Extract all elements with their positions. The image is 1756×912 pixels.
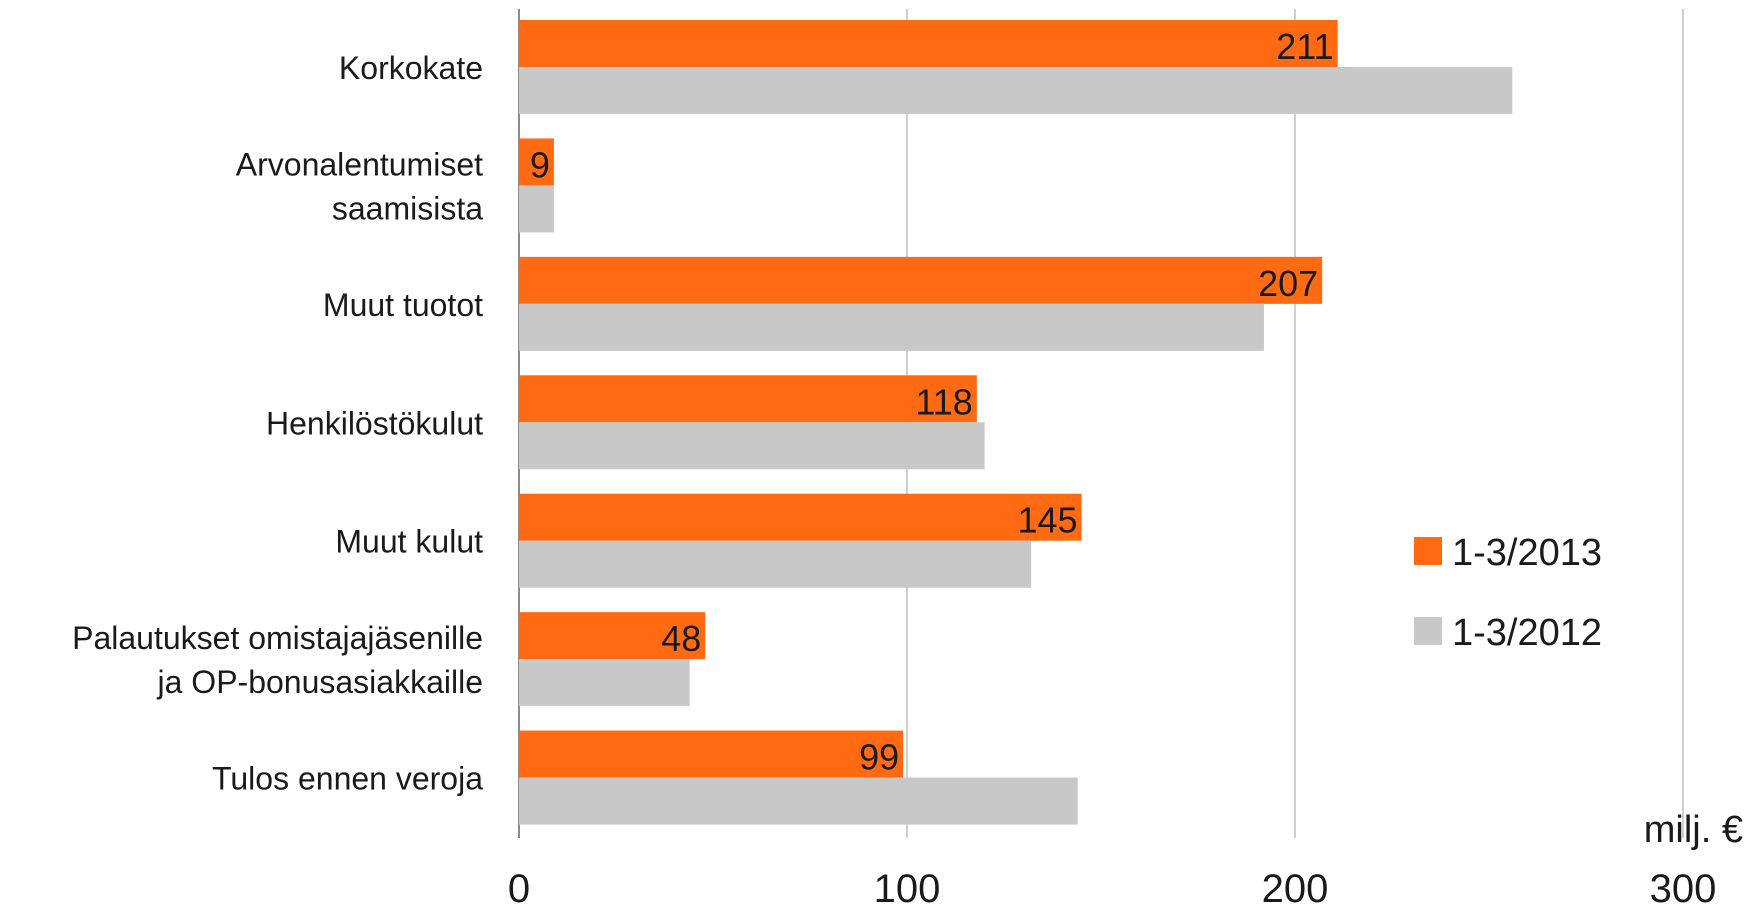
legend: 1-3/2013 1-3/2012 [1414,532,1602,654]
bar-series1 [519,256,1323,304]
data-label: 118 [915,381,972,422]
bar-series1 [519,493,1082,541]
category-label: Arvonalentumiset saamisista [236,146,483,226]
data-label: 9 [530,144,550,185]
x-tick-labels: 0 100 200 300 [508,867,1717,911]
legend-swatch [1414,617,1442,645]
bar-series2 [519,777,1078,825]
bar-series1 [519,138,554,186]
category-label: Muut kulut [335,524,483,560]
x-tick-label: 0 [508,867,530,911]
bars [519,20,1513,825]
data-label: 145 [1018,500,1078,541]
data-label: 211 [1276,26,1333,67]
bar-series2 [519,67,1513,114]
category-labels: Korkokate Arvonalentumiset saamisista Muut … [72,50,483,797]
data-label: 48 [661,618,701,659]
legend-label: 1-3/2012 [1452,612,1602,654]
bar-series2 [519,659,690,707]
data-labels: 211 9 207 118 145 48 99 [530,26,1334,778]
bar-series1 [519,20,1338,67]
category-label: Muut tuotot [323,287,483,323]
data-label: 207 [1258,263,1318,304]
bar-series1 [519,375,977,423]
bar-series1 [519,612,706,660]
bar-series2 [519,185,554,233]
x-tick-label: 200 [1262,867,1329,911]
bar-series1 [519,730,904,778]
x-tick-label: 300 [1650,867,1717,911]
legend-label: 1-3/2013 [1452,532,1602,574]
category-label: Tulos ennen veroja [212,761,483,797]
bar-series2 [519,540,1032,588]
category-label: Henkilöstökulut [266,405,483,441]
data-label: 99 [859,737,899,778]
legend-swatch [1414,537,1442,565]
x-tick-label: 100 [874,867,941,911]
category-label: Korkokate [339,50,483,86]
x-axis-unit-label: milj. € [1644,809,1743,851]
bar-series2 [519,422,985,470]
bar-series2 [519,303,1264,351]
category-label: Palautukset omistajajäsenille ja OP-bonus… [72,620,483,700]
